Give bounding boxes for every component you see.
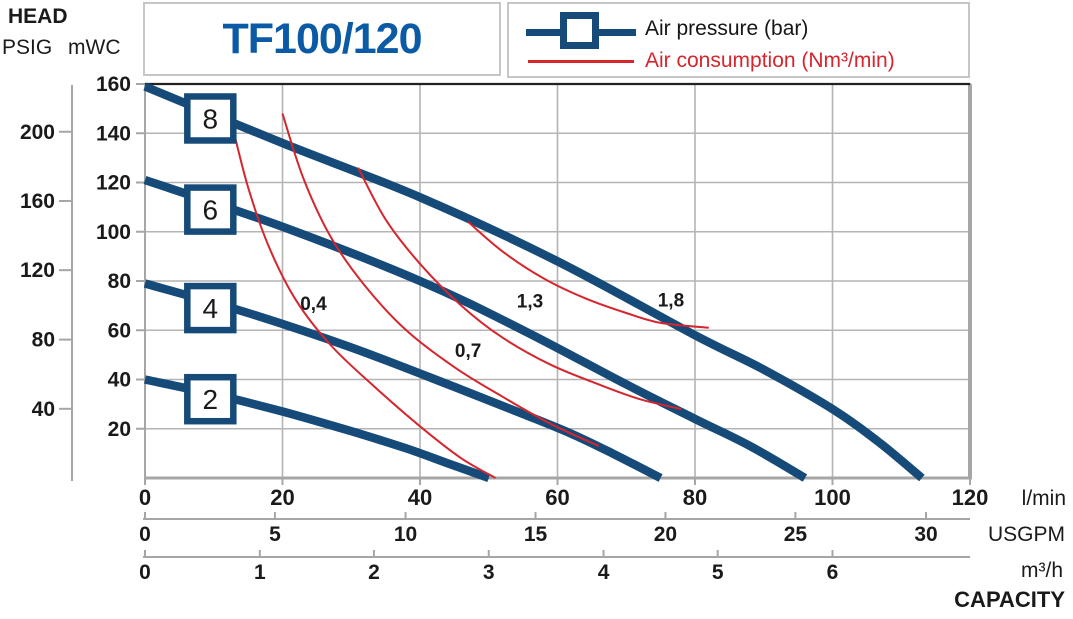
pressure-label-6bar: 6 [203, 195, 219, 226]
usgpm-unit-label: USGPM [988, 523, 1065, 546]
usgpm-tick-label: 25 [784, 523, 808, 546]
psig-unit-label: PSIG [2, 36, 53, 59]
m3h-tick-label: 4 [598, 561, 610, 584]
psig-tick-label: 120 [20, 259, 55, 282]
usgpm-tick-label: 15 [524, 523, 548, 546]
usgpm-tick-label: 30 [914, 523, 937, 546]
legend-consumption-line-icon [528, 60, 634, 63]
lmin-tick-label: 120 [952, 485, 989, 510]
m3h-tick-label: 2 [368, 561, 380, 584]
consumption-label-1-8: 1,8 [658, 290, 684, 311]
pressure-label-2bar: 2 [203, 384, 219, 415]
m3h-tick-label: 1 [254, 561, 266, 584]
pressure-label-box-8bar [184, 93, 237, 144]
mwc-unit-label: mWC [68, 36, 121, 59]
mwc-tick-label: 160 [96, 73, 131, 96]
consumption-label-0-4: 0,4 [300, 294, 327, 315]
consumption-label-0-7: 0,7 [455, 341, 481, 362]
pump-model-title: TF100/120 [222, 14, 423, 63]
pressure-label-box-2bar [184, 373, 237, 425]
mwc-tick-label: 100 [96, 221, 131, 244]
legend-pressure-label: Air pressure (bar) [645, 17, 809, 40]
m3h-tick-label: 6 [827, 561, 839, 584]
usgpm-tick-label: 5 [269, 523, 281, 546]
psig-tick-label: 160 [20, 190, 55, 213]
capacity-axis-title: CAPACITY [954, 587, 1065, 612]
consumption-curve-0-4 [231, 125, 497, 479]
psig-tick-label: 80 [32, 329, 55, 352]
usgpm-tick-label: 0 [139, 523, 151, 546]
m3h-tick-label: 5 [712, 561, 724, 584]
mwc-tick-label: 80 [108, 270, 131, 293]
lmin-tick-label: 100 [814, 485, 851, 510]
consumption-curve-1-3 [357, 167, 682, 411]
m3h-tick-label: 3 [483, 561, 495, 584]
pressure-label-box-4bar [184, 282, 237, 334]
consumption-curve-0-7 [281, 113, 600, 447]
consumption-curve-1-8 [467, 221, 709, 329]
legend-consumption-label: Air consumption (Nm³/min) [645, 49, 895, 72]
mwc-tick-label: 120 [96, 172, 131, 195]
head-axis-title: HEAD [8, 5, 68, 28]
pressure-label-8bar: 8 [203, 103, 219, 134]
pressure-curve-4bar [143, 279, 663, 482]
m3h-tick-label: 0 [139, 561, 151, 584]
lmin-tick-label: 0 [139, 485, 151, 510]
psig-tick-label: 200 [20, 121, 55, 144]
pressure-label-box-6bar [184, 184, 237, 235]
m3h-unit-label: m³/h [1021, 559, 1063, 582]
pressure-label-4bar: 4 [203, 293, 219, 324]
mwc-tick-label: 20 [108, 418, 131, 441]
psig-tick-label: 40 [32, 398, 55, 421]
legend-pressure-square-marker-icon [560, 12, 599, 49]
lmin-unit-label: l/min [1022, 487, 1066, 510]
mwc-tick-label: 140 [96, 122, 131, 145]
lmin-tick-label: 80 [683, 485, 707, 510]
legend: Air pressure (bar) Air consumption (Nm³/… [507, 2, 970, 78]
usgpm-tick-label: 10 [394, 523, 417, 546]
mwc-tick-label: 60 [108, 319, 131, 342]
pressure-curve-6bar [143, 175, 808, 482]
title-box: TF100/120 [143, 2, 501, 76]
lmin-tick-label: 40 [408, 485, 432, 510]
mwc-tick-label: 40 [108, 369, 131, 392]
lmin-tick-label: 60 [545, 485, 569, 510]
consumption-label-1-3: 1,3 [517, 292, 543, 313]
usgpm-tick-label: 20 [654, 523, 677, 546]
lmin-tick-label: 20 [270, 485, 294, 510]
